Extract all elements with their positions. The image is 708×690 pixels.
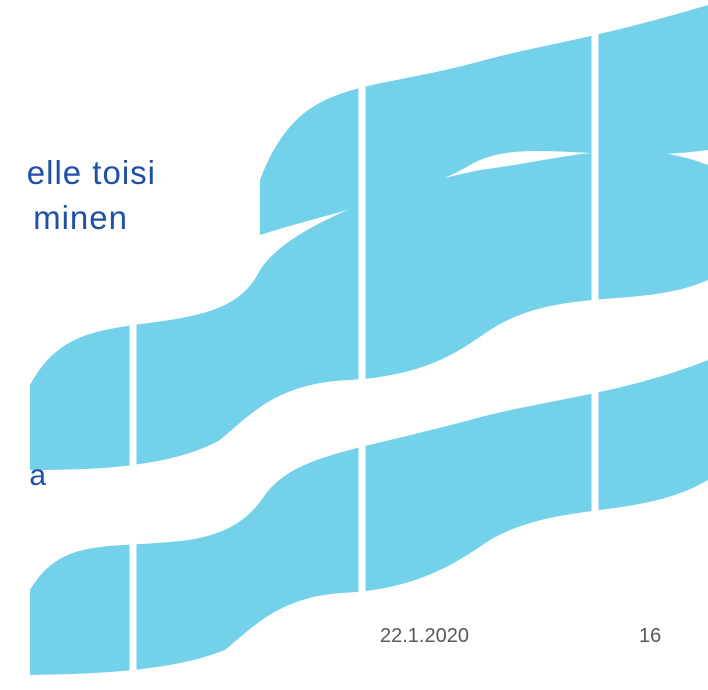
slide-number: 16: [639, 625, 662, 647]
footer-date: 22.1.2020: [380, 625, 469, 647]
body-text-fragment: a: [29, 459, 46, 492]
wave-band-bottom: [30, 360, 708, 675]
slide-title-line-1: elle toisi: [26, 154, 156, 191]
slide-title-line-2: minen: [33, 199, 128, 236]
wave-band-middle: [30, 150, 708, 470]
tile-separators: [129, 0, 599, 690]
